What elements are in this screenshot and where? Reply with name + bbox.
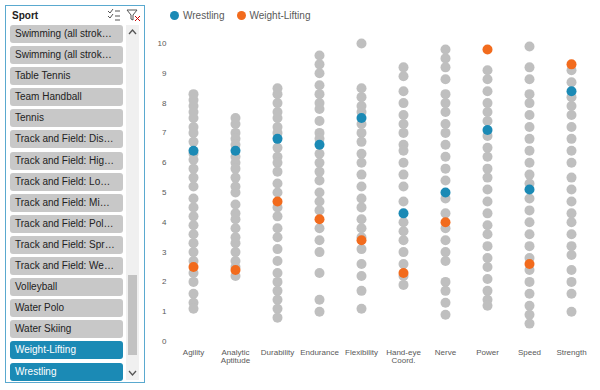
svg-text:Flexibility: Flexibility: [345, 348, 378, 357]
svg-text:1: 1: [162, 307, 167, 316]
html-text:Track and Field: Mi…: Track and Field: Mi…: [15, 196, 110, 208]
html-text:Wrestling: Wrestling: [183, 10, 225, 21]
html-text:Volleyball: Volleyball: [15, 281, 58, 293]
html-text:Weight-Lifting: Weight-Lifting: [249, 10, 311, 21]
svg-text:Strength: Strength: [556, 348, 586, 357]
html-text:Track and Field: Lo…: Track and Field: Lo…: [15, 175, 111, 187]
svg-text:6: 6: [162, 158, 167, 167]
html-text:Track and Field: We…: Track and Field: We…: [15, 260, 114, 271]
svg-text:Durability: Durability: [261, 348, 294, 357]
svg-text:8: 8: [162, 99, 167, 108]
html-text:Swimming (all strok…: Swimming (all strok…: [15, 49, 112, 61]
svg-text:5: 5: [162, 188, 167, 197]
html-text:Water Polo: Water Polo: [15, 302, 65, 314]
html-text:Water Skiing: Water Skiing: [15, 323, 72, 335]
svg-text:3: 3: [162, 248, 167, 257]
html-text:Weight-Lifting: Weight-Lifting: [15, 344, 76, 356]
html-text:Track and Field: Pol…: Track and Field: Pol…: [15, 217, 114, 229]
html-text:Swimming (all strok…: Swimming (all strok…: [15, 28, 112, 39]
html-text:Track and Field: Spr…: Track and Field: Spr…: [15, 238, 115, 250]
svg-text:Hand-eyeCoord.: Hand-eyeCoord.: [386, 348, 421, 365]
html-text:Wrestling: Wrestling: [15, 365, 57, 377]
svg-text:Agility: Agility: [183, 348, 204, 357]
svg-text:Speed: Speed: [518, 348, 541, 357]
html-text:Team Handball: Team Handball: [15, 91, 82, 103]
svg-text:AnalyticAptitude: AnalyticAptitude: [221, 348, 251, 365]
html-text:Track and Field: Hig…: Track and Field: Hig…: [15, 154, 115, 166]
svg-text:Nerve: Nerve: [435, 348, 457, 357]
svg-text:Endurance: Endurance: [300, 348, 339, 357]
html-text:Table Tennis: Table Tennis: [15, 70, 71, 82]
html-text:Sport: Sport: [12, 10, 39, 21]
html-text:Track and Field: Dis…: Track and Field: Dis…: [15, 133, 114, 145]
svg-text:10: 10: [158, 39, 167, 48]
svg-text:Power: Power: [476, 348, 499, 357]
svg-text:9: 9: [162, 69, 167, 78]
svg-text:4: 4: [162, 218, 167, 227]
svg-text:0: 0: [162, 337, 167, 346]
svg-text:7: 7: [162, 128, 167, 137]
html-text:Tennis: Tennis: [15, 112, 44, 124]
svg-text:2: 2: [162, 277, 167, 286]
